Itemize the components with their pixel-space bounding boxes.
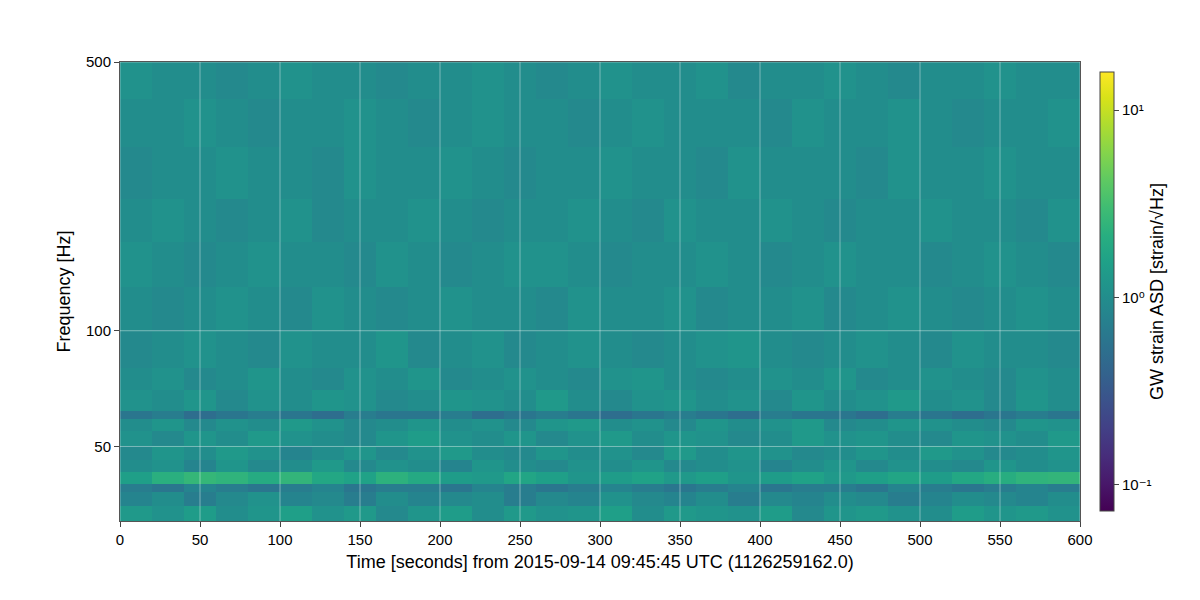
svg-text:50: 50 <box>94 438 111 455</box>
svg-text:150: 150 <box>347 531 372 548</box>
svg-text:300: 300 <box>587 531 612 548</box>
svg-text:550: 550 <box>987 531 1012 548</box>
svg-text:400: 400 <box>747 531 772 548</box>
svg-text:250: 250 <box>507 531 532 548</box>
svg-text:600: 600 <box>1067 531 1092 548</box>
svg-text:GW strain ASD [strain/√Hz]: GW strain ASD [strain/√Hz] <box>1147 183 1167 400</box>
svg-text:10¹: 10¹ <box>1122 101 1144 118</box>
svg-text:500: 500 <box>907 531 932 548</box>
svg-text:350: 350 <box>667 531 692 548</box>
svg-text:10⁰: 10⁰ <box>1122 289 1145 306</box>
svg-text:50: 50 <box>192 531 209 548</box>
svg-text:500: 500 <box>86 53 111 70</box>
svg-text:100: 100 <box>267 531 292 548</box>
svg-text:200: 200 <box>427 531 452 548</box>
svg-text:100: 100 <box>86 322 111 339</box>
svg-text:450: 450 <box>827 531 852 548</box>
svg-text:Frequency [Hz]: Frequency [Hz] <box>54 230 74 352</box>
svg-text:Time [seconds] from 2015-09-14: Time [seconds] from 2015-09-14 09:45:45 … <box>346 552 853 572</box>
svg-text:10⁻¹: 10⁻¹ <box>1122 476 1152 493</box>
svg-text:0: 0 <box>116 531 124 548</box>
